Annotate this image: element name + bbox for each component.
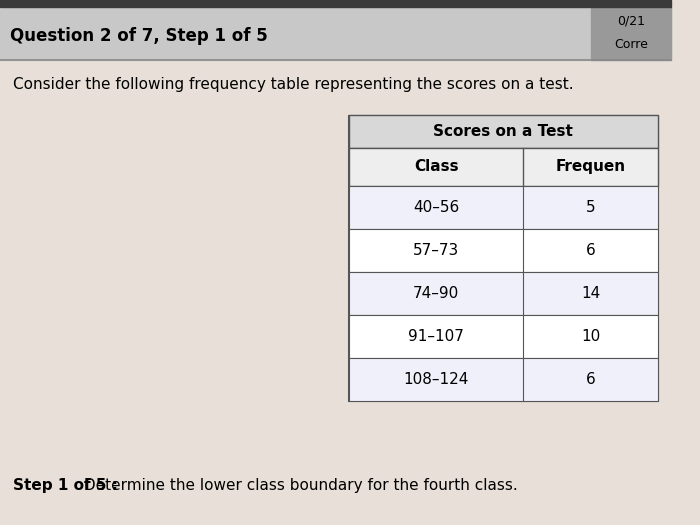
Text: 91–107: 91–107 bbox=[408, 329, 464, 344]
Text: Corre: Corre bbox=[614, 38, 648, 51]
Text: 74–90: 74–90 bbox=[413, 286, 459, 301]
Bar bbox=[349, 272, 657, 315]
Bar bbox=[349, 229, 657, 272]
Text: 5: 5 bbox=[586, 200, 595, 215]
Text: 0/21: 0/21 bbox=[617, 15, 645, 27]
Text: Step 1 of 5 :: Step 1 of 5 : bbox=[13, 478, 118, 493]
Bar bbox=[0, 0, 671, 7]
Text: 40–56: 40–56 bbox=[413, 200, 459, 215]
Text: 6: 6 bbox=[586, 372, 596, 387]
Text: 6: 6 bbox=[586, 243, 596, 258]
Bar bbox=[349, 186, 657, 229]
Bar bbox=[349, 315, 657, 358]
Text: Scores on a Test: Scores on a Test bbox=[433, 124, 573, 139]
Bar bbox=[349, 116, 657, 148]
Text: 57–73: 57–73 bbox=[413, 243, 459, 258]
Text: Determine the lower class boundary for the fourth class.: Determine the lower class boundary for t… bbox=[79, 478, 518, 493]
Text: 14: 14 bbox=[581, 286, 600, 301]
Text: Question 2 of 7, Step 1 of 5: Question 2 of 7, Step 1 of 5 bbox=[10, 27, 268, 45]
Text: Consider the following frequency table representing the scores on a test.: Consider the following frequency table r… bbox=[13, 77, 574, 91]
Bar bbox=[349, 148, 657, 186]
Text: Frequen: Frequen bbox=[555, 160, 626, 174]
Text: 108–124: 108–124 bbox=[403, 372, 469, 387]
Bar bbox=[591, 7, 671, 60]
Text: Class: Class bbox=[414, 160, 458, 174]
Bar bbox=[349, 358, 657, 401]
Bar bbox=[0, 7, 671, 60]
Bar bbox=[349, 116, 657, 401]
Text: 10: 10 bbox=[581, 329, 600, 344]
